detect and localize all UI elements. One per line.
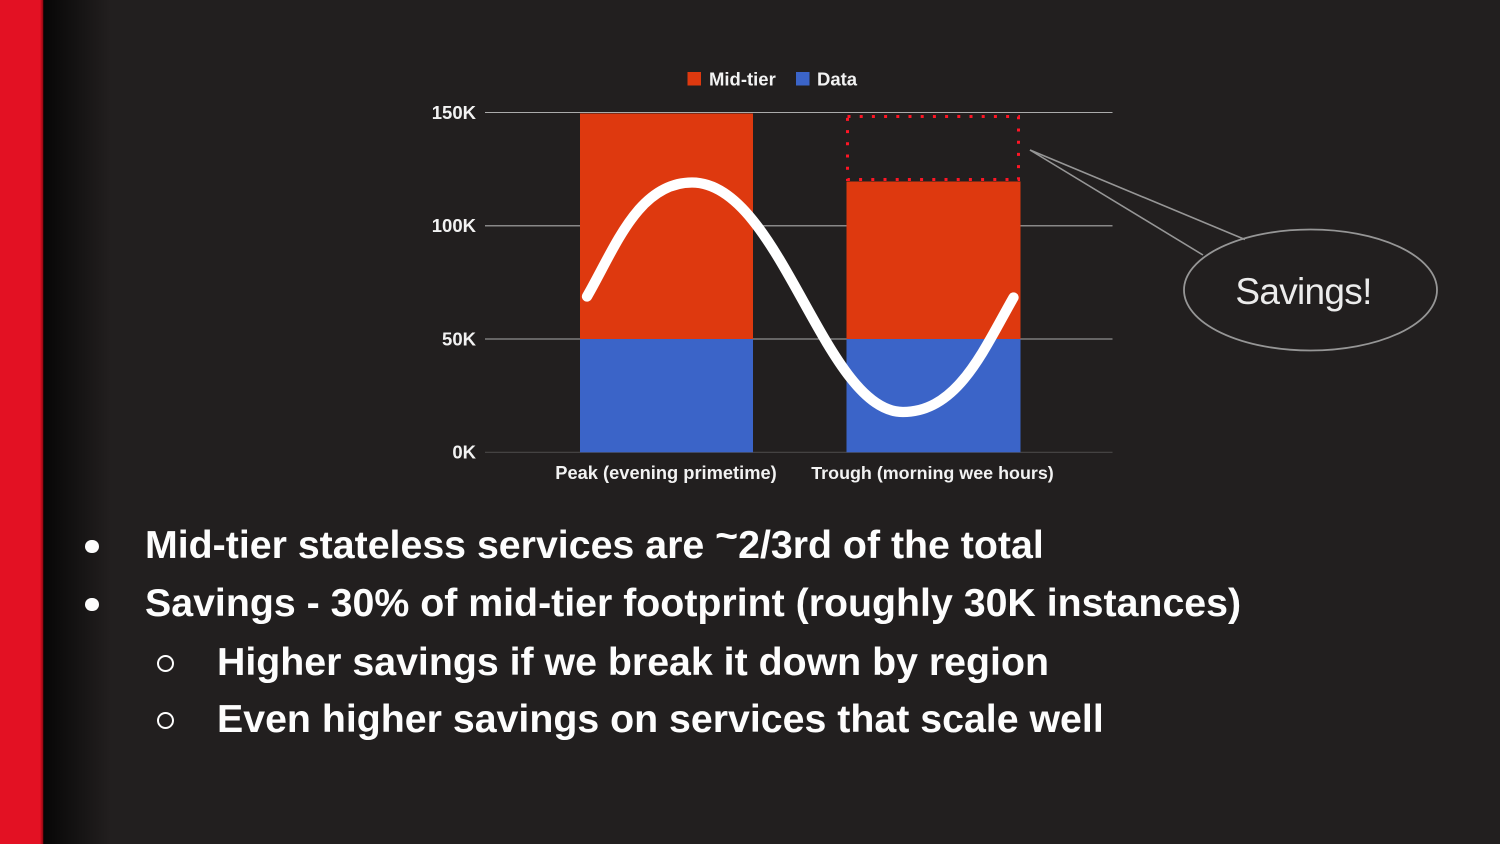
svg-text:0K: 0K [452,442,476,463]
svg-text:Data: Data [817,69,858,90]
svg-text:Savings!: Savings! [1235,271,1371,312]
svg-text:Trough (morning wee hours): Trough (morning wee hours) [811,463,1054,483]
svg-text:Peak (evening primetime): Peak (evening primetime) [555,462,776,483]
svg-text:50K: 50K [442,329,477,350]
svg-text:100K: 100K [432,215,477,236]
svg-text:150K: 150K [432,102,477,123]
svg-text:Mid-tier: Mid-tier [709,69,776,90]
